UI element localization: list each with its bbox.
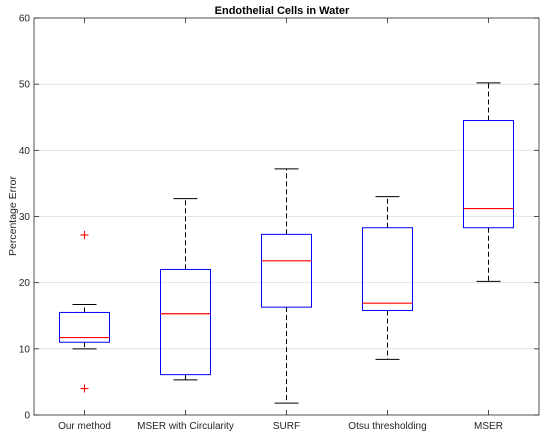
x-tick-label: Our method: [58, 421, 111, 432]
box-group: [463, 82, 514, 282]
y-tick-label: 50: [19, 80, 31, 91]
y-axis-ticks: 0 10 20 30 40 50 60: [19, 14, 539, 422]
interquartile-box: [362, 227, 413, 311]
box-group: [362, 196, 413, 360]
y-tick-label: 10: [19, 344, 31, 355]
chart-title: Endothelial Cells in Water: [215, 5, 350, 17]
box-plots: [59, 82, 514, 404]
x-tick-label: MSER with Circularity: [137, 421, 234, 432]
interquartile-box: [463, 120, 514, 229]
box-group: [261, 168, 312, 404]
interquartile-box: [261, 233, 312, 308]
outlier-marker: [80, 384, 89, 393]
y-tick-label: 60: [19, 14, 31, 25]
y-axis-label: Percentage Error: [7, 176, 19, 256]
y-tick-label: 40: [19, 146, 31, 157]
y-tick-label: 0: [24, 411, 30, 422]
box-group: [59, 231, 110, 393]
y-tick-label: 30: [19, 212, 31, 223]
box-group: [160, 198, 211, 381]
y-tick-label: 20: [19, 278, 31, 289]
outlier-marker: [80, 231, 89, 240]
x-tick-label: SURF: [273, 421, 300, 432]
x-tick-label: MSER: [474, 421, 503, 432]
x-tick-label: Otsu thresholding: [348, 421, 426, 432]
x-axis-ticks: Our method MSER with Circularity SURF Otsu …: [58, 18, 503, 432]
interquartile-box: [59, 311, 110, 343]
interquartile-box: [160, 268, 211, 376]
